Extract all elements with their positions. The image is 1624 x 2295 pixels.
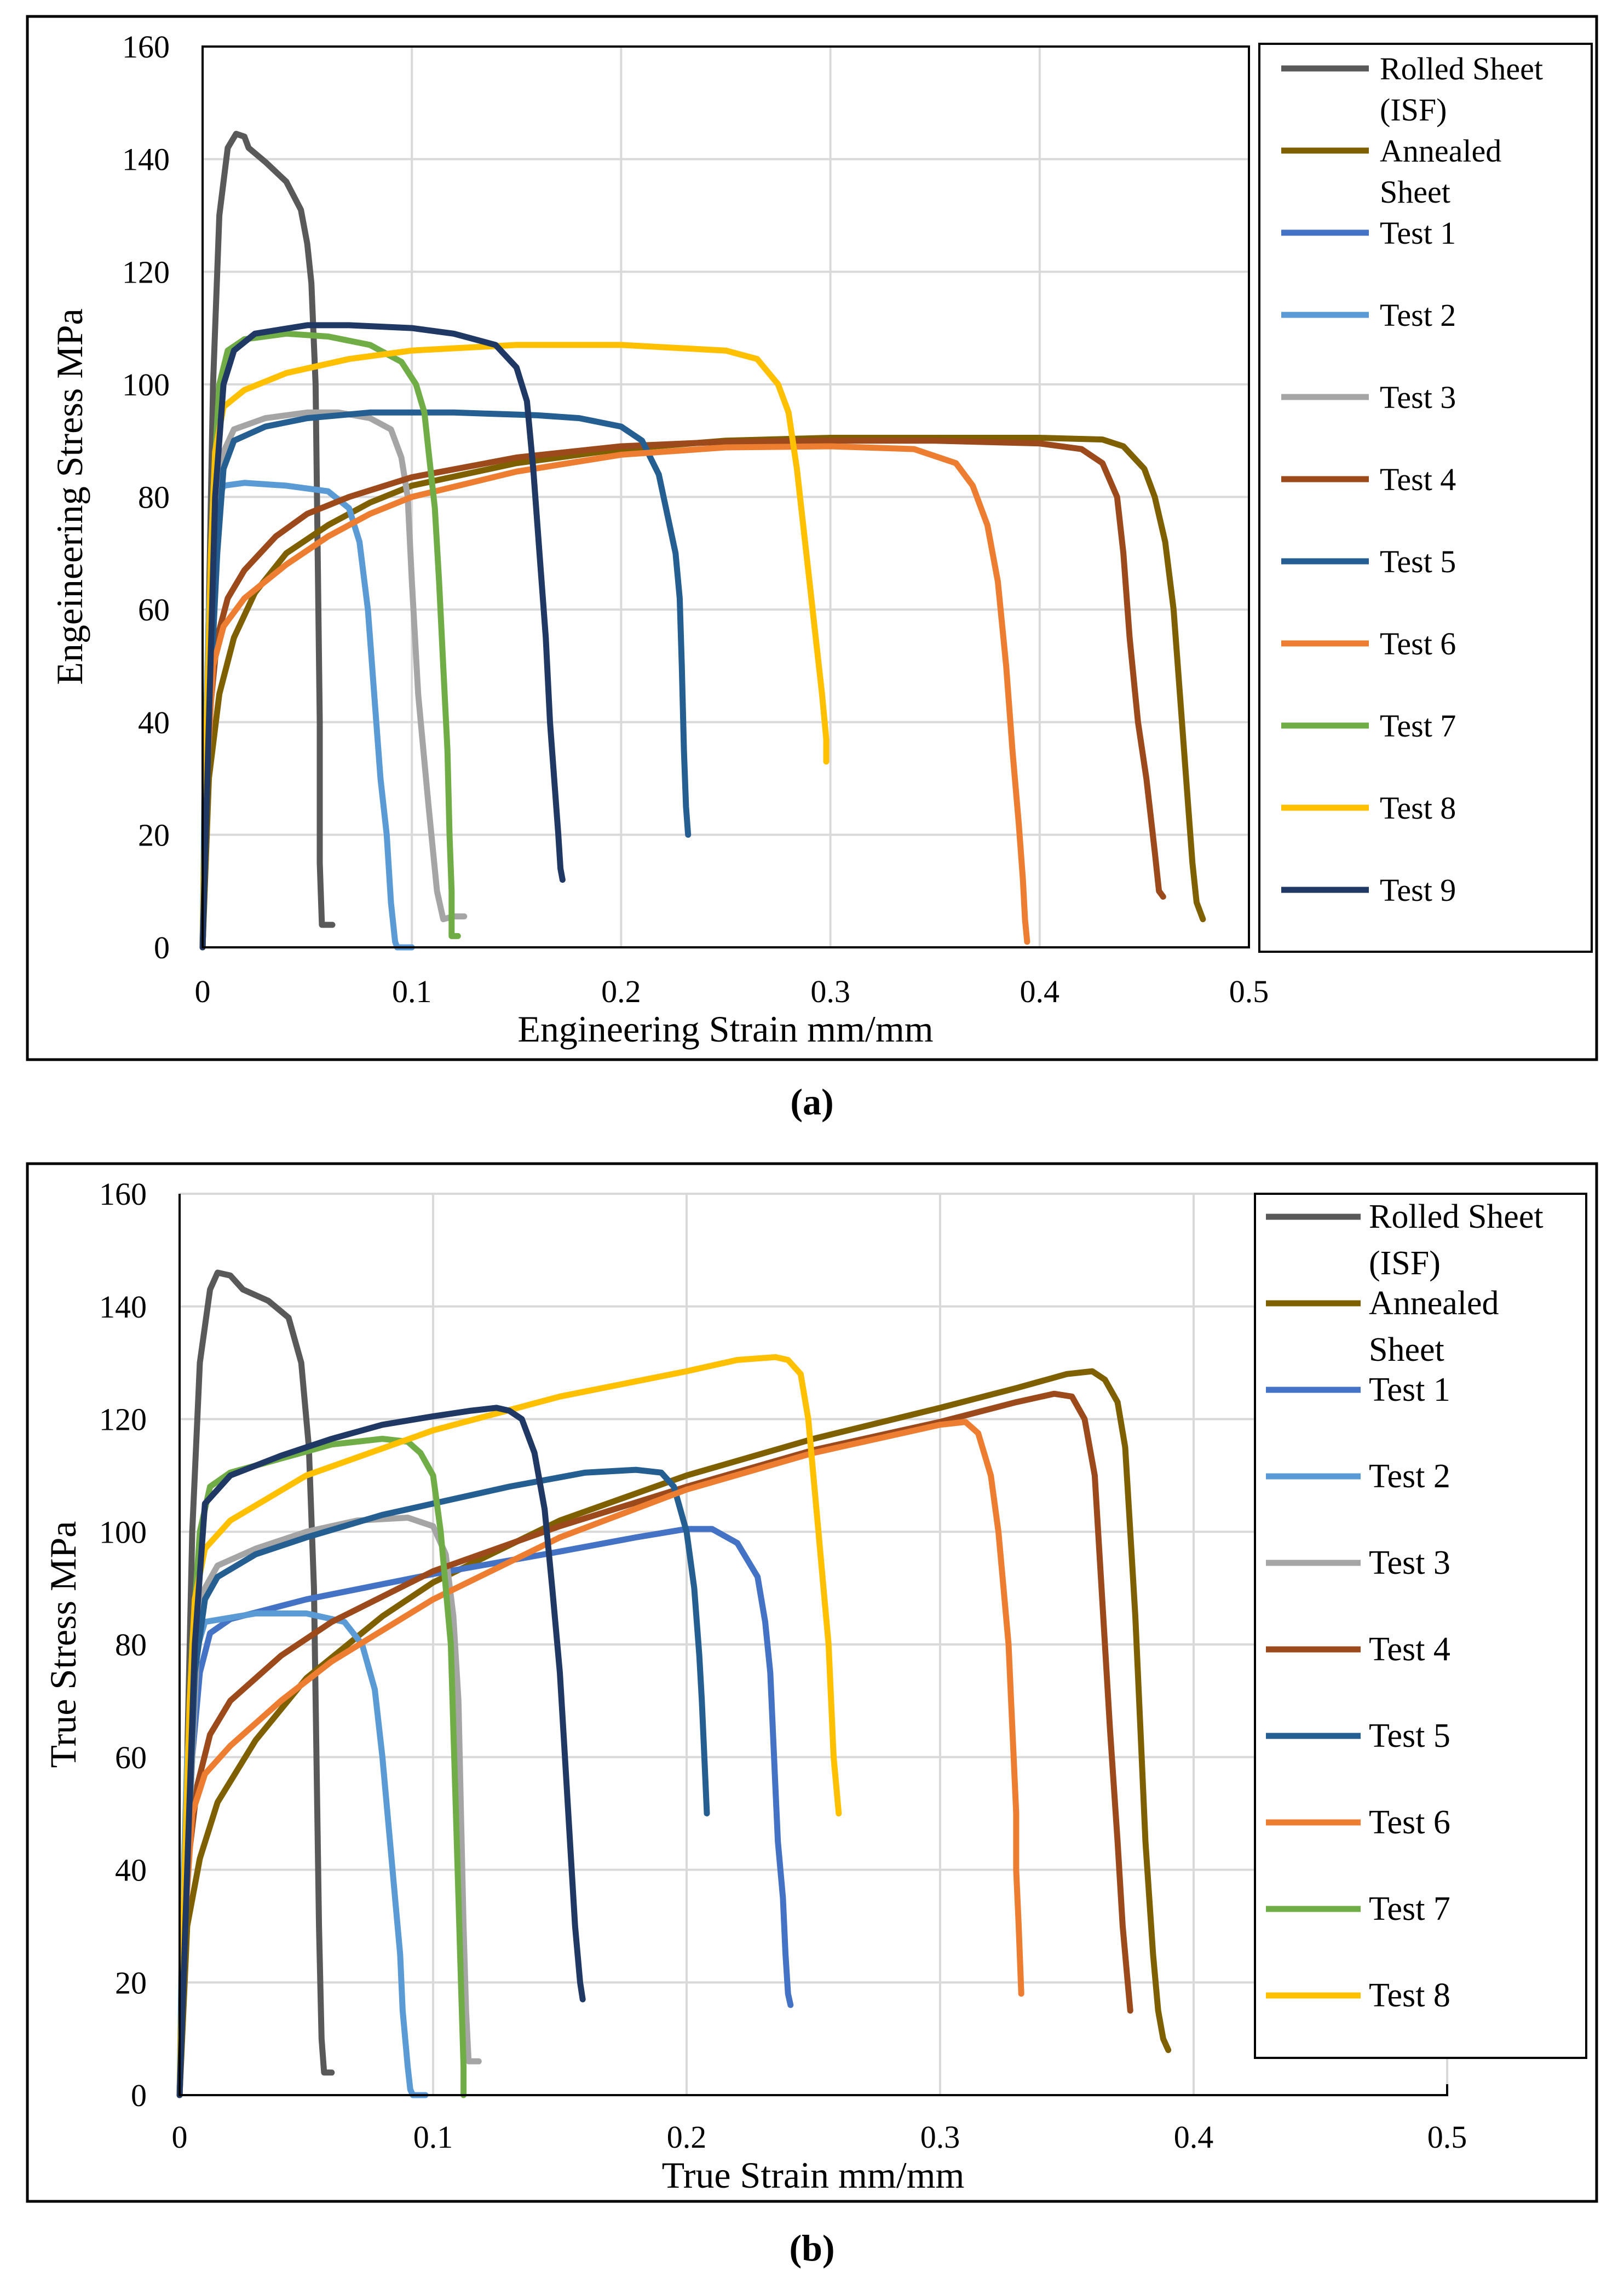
series-line-rolled-sheet-isf bbox=[199, 130, 336, 951]
legend-label-test-4: Test 4 bbox=[1380, 462, 1456, 497]
panel-b-y-tick-label: 100 bbox=[99, 1514, 147, 1550]
panel-a-y-tick-label: 60 bbox=[138, 592, 170, 628]
panel-b-gridlines bbox=[180, 1193, 1448, 2095]
legend-label-test-8: Test 8 bbox=[1369, 1977, 1450, 2014]
panel-b-y-tick-label: 40 bbox=[115, 1853, 147, 1888]
legend-label-annealed-sheet: Annealed bbox=[1369, 1285, 1499, 1322]
series-line-annealed-sheet bbox=[176, 1368, 1172, 2098]
series-line-test-7 bbox=[199, 330, 461, 951]
panel-a-y-tick-label: 140 bbox=[122, 142, 170, 177]
legend-label-test-8: Test 8 bbox=[1380, 790, 1456, 826]
series-line-test-5 bbox=[176, 1466, 710, 2098]
panel-a-x-tick-label: 0.2 bbox=[601, 974, 641, 1009]
panel-b-x-tick-label: 0.5 bbox=[1427, 2119, 1467, 2155]
panel-b-x-tick-label: 0.3 bbox=[920, 2119, 960, 2155]
panel-a-x-tick-labels: 0 0.1 0.2 0.3 0.4 0.5 bbox=[195, 974, 1269, 1009]
panel-b-x-tick-label: 0.2 bbox=[667, 2119, 707, 2155]
series-line-test-4 bbox=[176, 1390, 1133, 2098]
legend-label-annealed-sheet: Sheet bbox=[1380, 174, 1450, 210]
panel-a-y-tick-label: 120 bbox=[122, 254, 170, 290]
panel-a-y-axis-label: Engeineering Stress MPa bbox=[49, 308, 90, 685]
series-line-test-8 bbox=[199, 342, 830, 951]
panel-b-x-tick-label: 0.4 bbox=[1174, 2119, 1214, 2155]
legend-label-test-2: Test 2 bbox=[1380, 297, 1456, 333]
legend-label-rolled-sheet-isf: Rolled Sheet bbox=[1369, 1198, 1544, 1235]
legend-label-test-9: Test 9 bbox=[1380, 872, 1456, 908]
panel-a-plot-area bbox=[201, 45, 1250, 948]
legend-label-rolled-sheet-isf: (ISF) bbox=[1369, 1245, 1441, 1282]
panel-b-y-tick-label: 80 bbox=[115, 1627, 147, 1663]
panel-a-x-tick-label: 0.4 bbox=[1020, 974, 1060, 1009]
panel-a-legend-box bbox=[1258, 43, 1593, 953]
series-line-test-6 bbox=[199, 443, 1030, 951]
panel-a-series bbox=[199, 130, 1206, 951]
panel-b-y-tick-label: 60 bbox=[115, 1740, 147, 1775]
panel-b-y-tick-label: 160 bbox=[99, 1176, 147, 1212]
panel-a-y-tick-label: 100 bbox=[122, 367, 170, 402]
panel-a-y-tick-labels: 0 20 40 60 80 100 120 140 160 bbox=[122, 29, 170, 965]
legend-label-rolled-sheet-isf: (ISF) bbox=[1380, 92, 1447, 128]
legend-label-test-1: Test 1 bbox=[1380, 215, 1456, 251]
panel-b-axes bbox=[178, 1194, 1448, 2096]
legend-label-test-2: Test 2 bbox=[1369, 1458, 1450, 1495]
panel-a-legend: Rolled Sheet (ISF) Annealed Sheet Test 1 Test… bbox=[1281, 51, 1543, 908]
panel-b-y-tick-label: 0 bbox=[131, 2078, 147, 2113]
panel-b-caption: (b) bbox=[789, 2227, 834, 2269]
panel-b-y-tick-label: 140 bbox=[99, 1289, 147, 1325]
panel-b-border bbox=[26, 1162, 1598, 2203]
chart-panel-a: 0 20 40 60 80 100 120 140 160 0 0.1 0.2 0.3 0.4 0.5 E… bbox=[26, 15, 1598, 1123]
panel-b-legend-box bbox=[1254, 1193, 1587, 2059]
series-line-test-3 bbox=[199, 409, 468, 951]
series-line-test-1 bbox=[176, 1526, 794, 2098]
legend-label-test-6: Test 6 bbox=[1369, 1804, 1450, 1841]
panel-b-x-tick-label: 0 bbox=[172, 2119, 188, 2155]
series-line-test-4 bbox=[199, 438, 1166, 951]
legend-label-test-5: Test 5 bbox=[1380, 544, 1456, 579]
panel-a-x-tick-label: 0.5 bbox=[1229, 974, 1269, 1009]
panel-b-y-tick-label: 20 bbox=[115, 1965, 147, 2000]
series-line-test-8 bbox=[176, 1354, 842, 2098]
series-line-test-9 bbox=[199, 322, 566, 951]
panel-a-border bbox=[26, 15, 1598, 1061]
panel-b-y-tick-labels: 0 20 40 60 80 100 120 140 160 bbox=[99, 1176, 147, 2113]
legend-label-test-6: Test 6 bbox=[1380, 626, 1456, 662]
series-line-test-5 bbox=[199, 409, 692, 951]
legend-label-test-4: Test 4 bbox=[1369, 1631, 1450, 1668]
panel-b-x-tick-label: 0.1 bbox=[413, 2119, 453, 2155]
series-line-test-6 bbox=[176, 1419, 1024, 2098]
panel-b-y-axis-label: True Stress MPa bbox=[42, 1521, 84, 1768]
panel-a-x-tick-label: 0.3 bbox=[810, 974, 850, 1009]
panel-a-y-tick-label: 0 bbox=[154, 930, 170, 965]
panel-b-y-tick-label: 120 bbox=[99, 1402, 147, 1437]
panel-a-y-tick-label: 80 bbox=[138, 480, 170, 515]
legend-label-annealed-sheet: Sheet bbox=[1369, 1331, 1444, 1368]
legend-label-test-1: Test 1 bbox=[1369, 1371, 1450, 1408]
legend-label-test-7: Test 7 bbox=[1380, 708, 1456, 744]
legend-label-rolled-sheet-isf: Rolled Sheet bbox=[1380, 51, 1543, 87]
panel-a-x-tick-label: 0 bbox=[195, 974, 211, 1009]
legend-label-test-5: Test 5 bbox=[1369, 1717, 1450, 1755]
legend-label-test-3: Test 3 bbox=[1380, 379, 1456, 415]
series-line-test-9 bbox=[176, 1405, 586, 2098]
panel-a-gridlines bbox=[203, 45, 1250, 947]
chart-panel-b: 0 20 40 60 80 100 120 140 160 0 0.1 0.2 0.3 0.4 0.5 T… bbox=[26, 1162, 1598, 2269]
panel-a-caption: (a) bbox=[790, 1081, 833, 1123]
panel-a-y-tick-label: 20 bbox=[138, 817, 170, 853]
panel-a-x-tick-label: 0.1 bbox=[392, 974, 432, 1009]
panel-b-x-tick-labels: 0 0.1 0.2 0.3 0.4 0.5 bbox=[172, 2119, 1467, 2155]
panel-b-series bbox=[176, 1269, 1172, 2098]
panel-b-x-axis-label: True Strain mm/mm bbox=[662, 2154, 965, 2196]
panel-a-y-tick-label: 40 bbox=[138, 705, 170, 740]
series-line-rolled-sheet-isf bbox=[176, 1269, 335, 2098]
panel-a-y-tick-label: 160 bbox=[122, 29, 170, 65]
panel-a-x-axis-label: Engineering Strain mm/mm bbox=[517, 1008, 933, 1050]
legend-label-annealed-sheet: Annealed bbox=[1380, 133, 1501, 169]
legend-label-test-3: Test 3 bbox=[1369, 1544, 1450, 1581]
legend-label-test-7: Test 7 bbox=[1369, 1890, 1450, 1928]
